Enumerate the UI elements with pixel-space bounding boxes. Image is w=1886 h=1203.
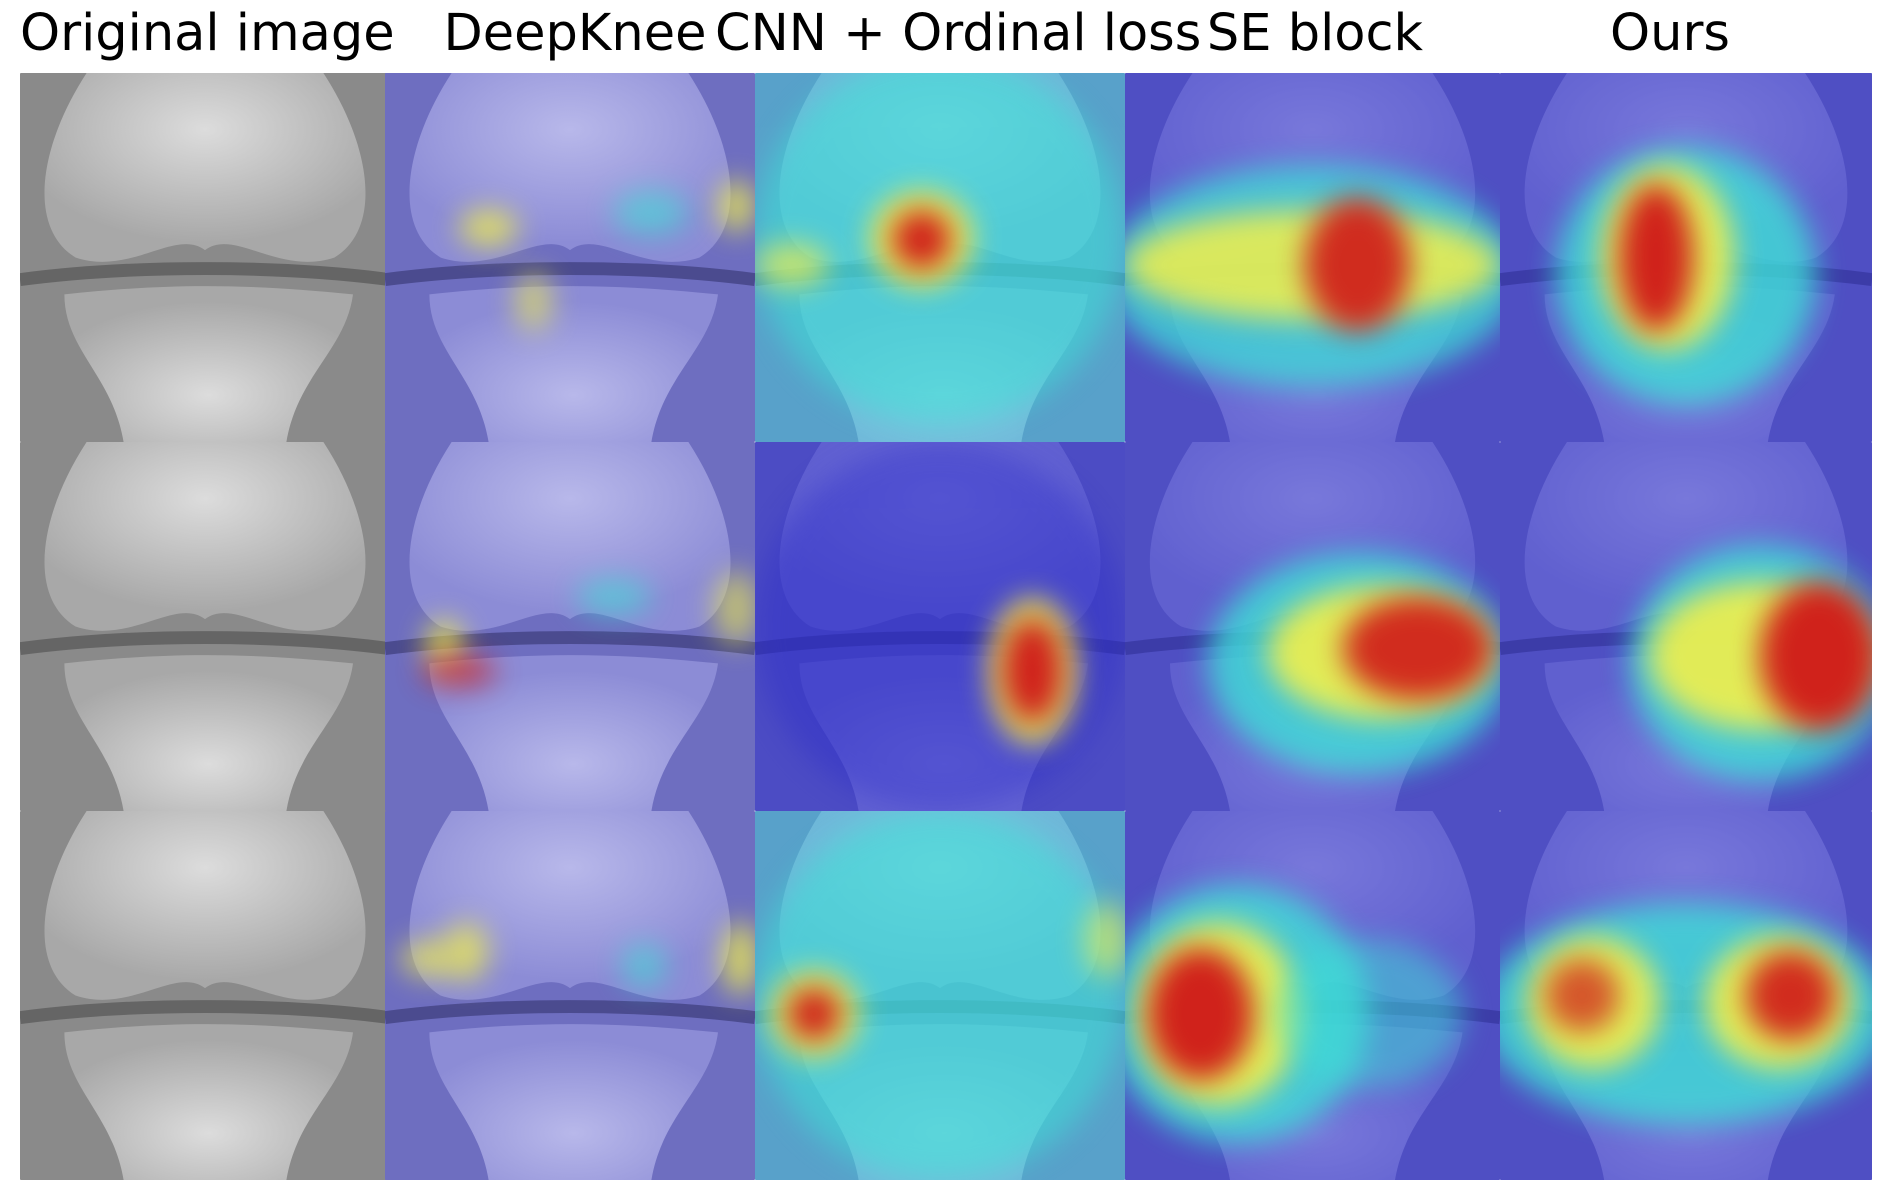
column-title-se-block: SE block	[1206, 4, 1424, 63]
heatmap-activation	[614, 191, 689, 236]
figure-tile-r1-c5	[1500, 73, 1872, 442]
knee-xray	[385, 811, 755, 1180]
heatmap-activation	[755, 242, 829, 287]
figure-tile-r2-c2	[385, 442, 755, 811]
figure-tile-r1-c2	[385, 73, 755, 442]
heatmap-activation	[422, 656, 496, 686]
figure-tile-r2-c4	[1125, 442, 1500, 811]
heatmap-activation	[755, 442, 1125, 811]
figure-tile-r2-c5	[1500, 442, 1872, 811]
figure-tile-r2-c3	[755, 442, 1125, 811]
heatmap-activation	[718, 180, 755, 232]
column-title-cnn-ordinal-loss: CNN + Ordinal loss	[715, 4, 1202, 63]
heatmap-activation	[788, 988, 841, 1040]
figure-tile-r1-c1	[20, 73, 390, 442]
figure-tile-r1-c4	[1125, 73, 1500, 442]
column-title-deepknee: DeepKnee	[443, 4, 707, 63]
heatmap-activation	[1760, 582, 1872, 730]
heatmap-activation	[1619, 183, 1694, 332]
heatmap-activation	[714, 571, 755, 645]
figure-header: Original image DeepKnee CNN + Ordinal lo…	[0, 0, 1886, 74]
figure-tile-r2-c1	[20, 442, 390, 811]
figure-tile-r3-c2	[385, 811, 755, 1180]
heatmap-activation	[577, 578, 652, 616]
knee-xray	[385, 73, 755, 442]
knee-xray	[20, 442, 390, 811]
knee-xray	[20, 811, 390, 1180]
heatmap-activation	[1147, 947, 1253, 1081]
heatmap-activation	[1544, 958, 1620, 1033]
heatmap-activation	[721, 921, 755, 996]
heatmap-activation	[621, 943, 667, 989]
heatmap-activation	[1002, 619, 1063, 723]
heatmap-activation	[514, 272, 552, 332]
heatmap-activation	[459, 209, 519, 247]
figure-tile-r3-c1	[20, 811, 390, 1180]
knee-xray	[20, 73, 390, 442]
column-title-ours: Ours	[1609, 4, 1730, 63]
figure-tile-r3-c4	[1125, 811, 1500, 1180]
heatmap-activation	[1745, 951, 1835, 1040]
heatmap-activation	[1305, 198, 1410, 332]
heatmap-activation	[891, 209, 952, 269]
knee-xray	[385, 442, 755, 811]
image-grid	[0, 73, 1886, 1181]
figure-tile-r1-c3	[755, 73, 1125, 442]
column-title-original-image: Original image	[20, 4, 395, 63]
heatmap-activation	[1084, 903, 1125, 978]
heatmap-activation	[1342, 596, 1493, 701]
heatmap-activation	[1275, 940, 1463, 1088]
figure-tile-r3-c5	[1500, 811, 1872, 1180]
heatmap-activation	[444, 921, 489, 981]
figure-tile-r3-c3	[755, 811, 1125, 1180]
